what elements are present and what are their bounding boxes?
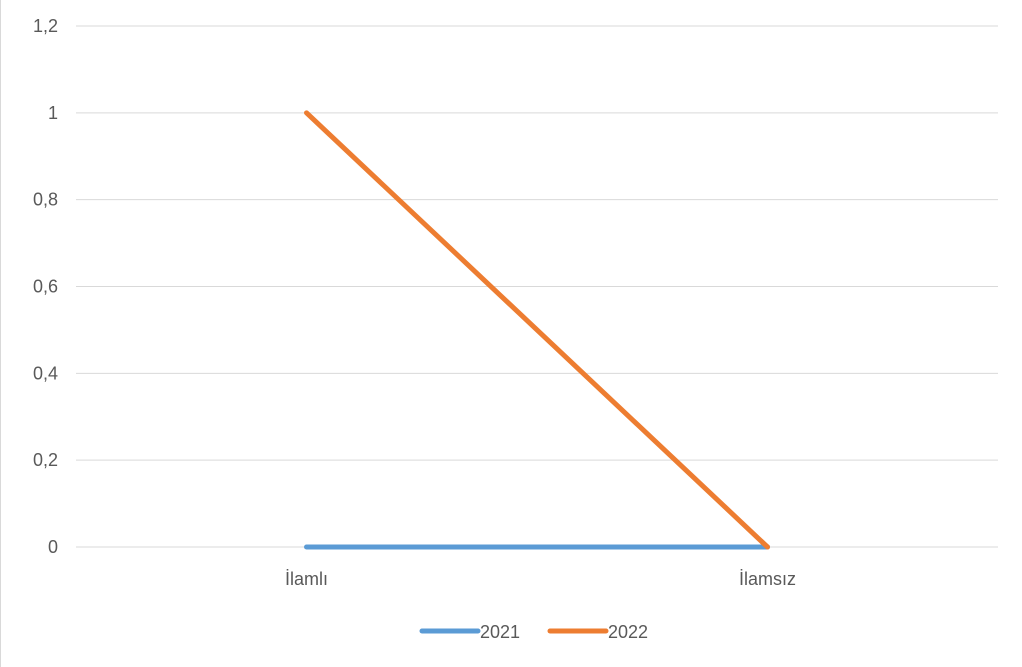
series-line-2022 xyxy=(304,110,770,550)
series-lines xyxy=(304,110,770,550)
y-tick-label: 0,8 xyxy=(33,190,58,210)
x-tick-label: İlamsız xyxy=(739,569,796,589)
legend-label: 2021 xyxy=(480,622,520,642)
y-tick-label: 0,6 xyxy=(33,277,58,297)
legend: 2021 2022 xyxy=(419,622,648,642)
x-tick-label: İlamlı xyxy=(285,569,328,589)
y-axis-tick-labels: 0 0,2 0,4 0,6 0,8 1 1,2 xyxy=(33,16,58,557)
x-axis-tick-labels: İlamlı İlamsız xyxy=(285,569,796,589)
legend-label: 2022 xyxy=(608,622,648,642)
y-tick-label: 0,2 xyxy=(33,450,58,470)
y-tick-label: 0 xyxy=(48,537,58,557)
gridlines xyxy=(76,25,998,548)
y-tick-label: 1,2 xyxy=(33,16,58,36)
y-tick-label: 1 xyxy=(48,103,58,123)
y-tick-label: 0,4 xyxy=(33,363,58,383)
